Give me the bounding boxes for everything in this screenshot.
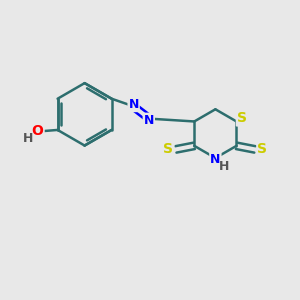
Text: S: S [257, 142, 267, 156]
Text: N: N [210, 153, 220, 166]
Text: S: S [164, 142, 173, 156]
Text: O: O [32, 124, 44, 138]
Text: N: N [144, 114, 154, 127]
Text: H: H [23, 132, 33, 146]
Text: N: N [128, 98, 139, 111]
Text: H: H [218, 160, 229, 173]
Text: S: S [237, 112, 247, 125]
